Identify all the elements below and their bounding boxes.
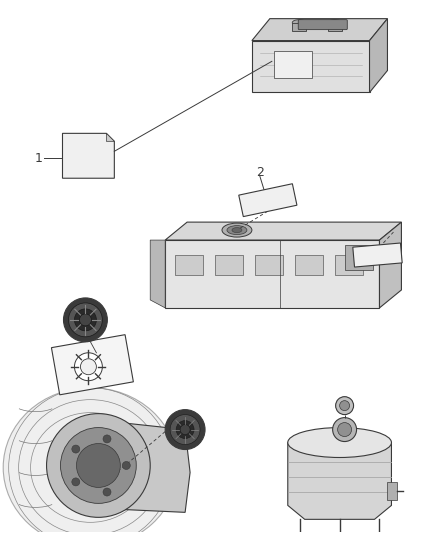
Ellipse shape — [3, 387, 178, 533]
Circle shape — [46, 414, 150, 518]
Ellipse shape — [292, 20, 306, 26]
Polygon shape — [63, 133, 114, 178]
Bar — [295, 255, 323, 275]
Circle shape — [74, 309, 96, 331]
Bar — [292, 22, 306, 30]
Ellipse shape — [328, 20, 342, 26]
Circle shape — [338, 423, 352, 437]
Circle shape — [165, 410, 205, 449]
Circle shape — [170, 415, 200, 445]
Polygon shape — [165, 222, 401, 240]
Bar — [388, 482, 397, 500]
Polygon shape — [51, 335, 133, 395]
Ellipse shape — [232, 228, 242, 232]
Polygon shape — [150, 240, 165, 308]
Circle shape — [336, 397, 353, 415]
Text: 2: 2 — [256, 166, 264, 179]
Bar — [335, 255, 363, 275]
Circle shape — [79, 314, 92, 326]
Bar — [274, 51, 312, 78]
Polygon shape — [288, 442, 392, 519]
Circle shape — [180, 425, 190, 434]
Circle shape — [332, 417, 357, 441]
Bar — [215, 255, 243, 275]
Polygon shape — [106, 133, 114, 141]
Polygon shape — [252, 19, 388, 41]
Circle shape — [72, 445, 80, 453]
Circle shape — [176, 421, 194, 439]
Circle shape — [74, 353, 102, 381]
Bar — [328, 22, 342, 30]
Bar — [345, 245, 372, 270]
Ellipse shape — [227, 225, 247, 235]
Ellipse shape — [222, 223, 252, 237]
Circle shape — [103, 435, 111, 443]
Polygon shape — [370, 19, 388, 92]
Circle shape — [72, 478, 80, 486]
Polygon shape — [120, 423, 190, 512]
Text: 1: 1 — [35, 152, 42, 165]
Circle shape — [81, 359, 96, 375]
Circle shape — [68, 303, 102, 337]
Circle shape — [103, 488, 111, 496]
Polygon shape — [252, 41, 370, 92]
Ellipse shape — [288, 427, 392, 457]
Circle shape — [60, 427, 136, 503]
FancyBboxPatch shape — [298, 20, 347, 30]
Polygon shape — [353, 243, 402, 267]
Bar — [175, 255, 203, 275]
Circle shape — [339, 401, 350, 410]
Polygon shape — [379, 222, 401, 308]
Bar — [255, 255, 283, 275]
Circle shape — [77, 443, 120, 487]
Circle shape — [122, 462, 130, 470]
Polygon shape — [165, 240, 379, 308]
Circle shape — [64, 298, 107, 342]
Polygon shape — [239, 184, 297, 216]
